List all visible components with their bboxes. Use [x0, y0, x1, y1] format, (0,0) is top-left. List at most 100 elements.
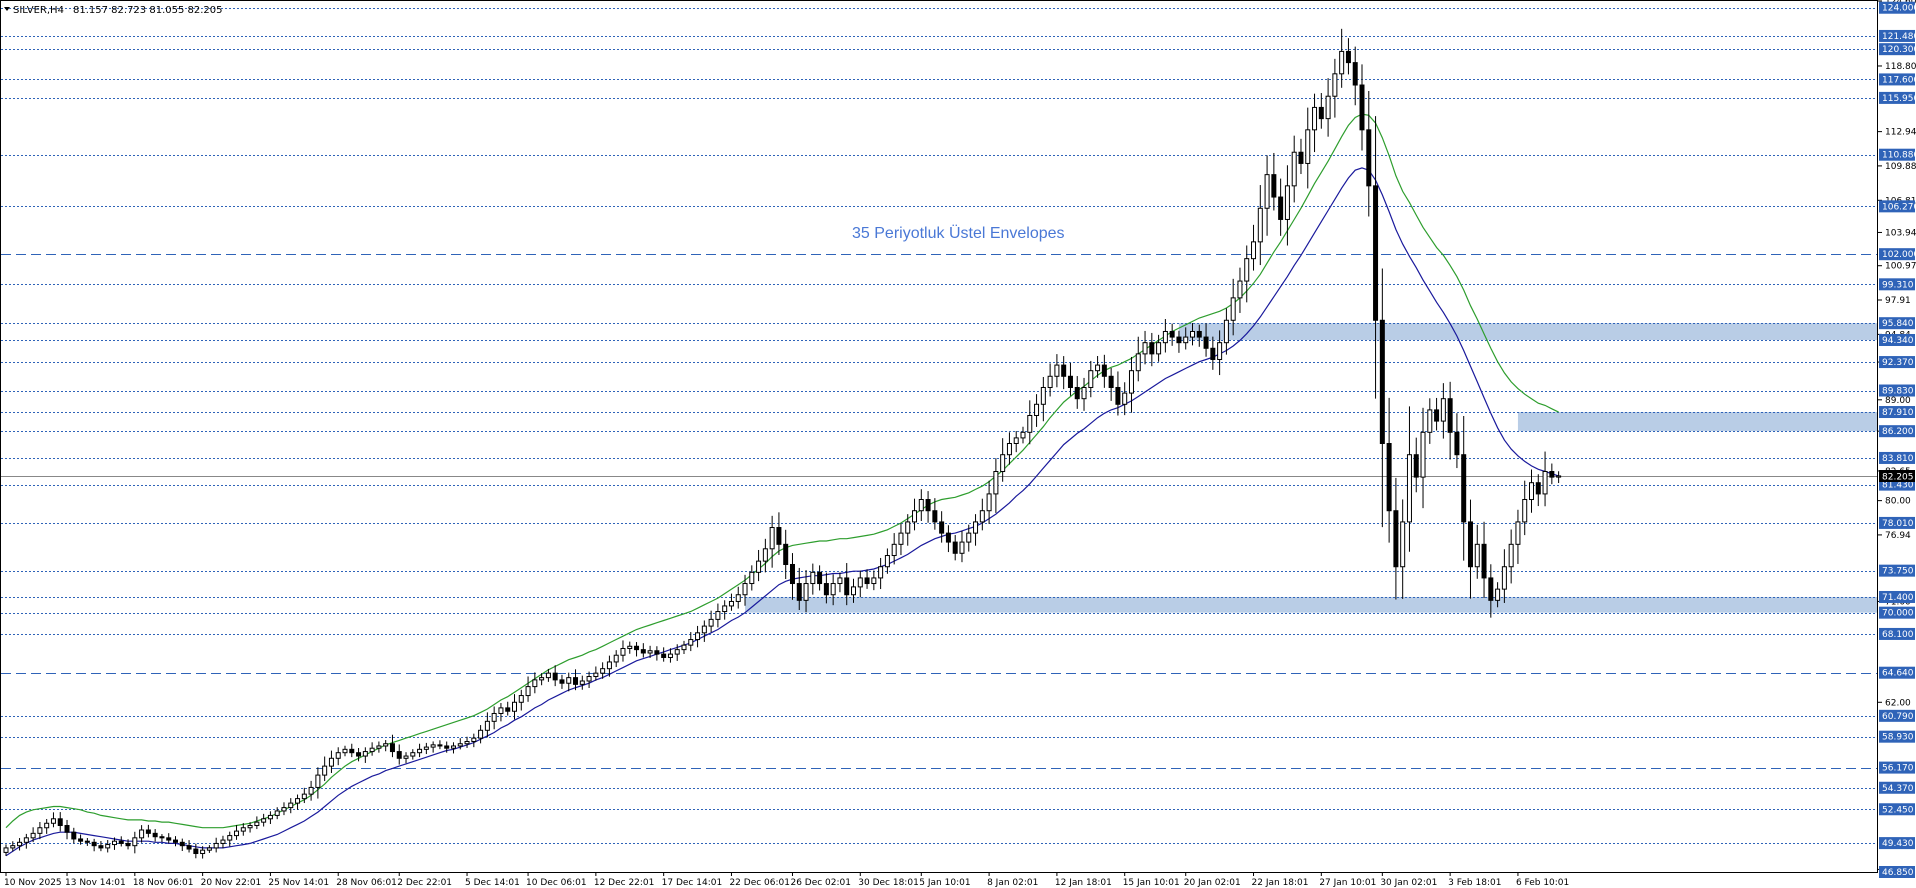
- candle: [1339, 28, 1345, 88]
- level-tag-label: 78.010: [1882, 519, 1914, 529]
- candle: [240, 823, 246, 836]
- level-tag-label: 110.880: [1882, 151, 1916, 161]
- candle: [823, 572, 829, 604]
- candle: [884, 548, 890, 574]
- candle: [1508, 529, 1514, 584]
- candle: [1203, 323, 1209, 357]
- candle: [1115, 371, 1121, 416]
- level-tag: [1879, 606, 1915, 619]
- level-tag-label: 86.200: [1882, 427, 1914, 437]
- candle: [769, 515, 775, 568]
- candle: [756, 549, 762, 582]
- candle: [973, 514, 979, 546]
- y-tick-label: 76.94: [1885, 531, 1911, 541]
- candle: [37, 821, 43, 840]
- level-tag: [1879, 803, 1915, 816]
- level-tag: [1879, 333, 1915, 346]
- candle: [566, 672, 572, 692]
- level-tag-label: 92.370: [1882, 358, 1914, 368]
- candle: [1176, 330, 1182, 353]
- candle: [84, 837, 90, 846]
- candle: [1284, 165, 1290, 246]
- candle: [356, 748, 362, 762]
- candle: [396, 744, 402, 765]
- candle: [437, 740, 443, 750]
- dropdown-icon[interactable]: [4, 7, 10, 11]
- candle: [179, 838, 185, 851]
- candle: [1054, 354, 1060, 388]
- candle: [410, 749, 416, 760]
- x-tick-label: 5 Jan 10:01: [919, 878, 970, 888]
- level-tag: [1879, 200, 1915, 213]
- candle: [1420, 407, 1426, 509]
- candle: [118, 836, 124, 847]
- level-tag-label: 124.000: [1882, 4, 1916, 14]
- candle: [640, 643, 646, 658]
- candle: [1298, 138, 1304, 175]
- candle: [1379, 268, 1385, 528]
- candle: [1190, 323, 1195, 346]
- candle: [1217, 330, 1223, 376]
- candle: [620, 640, 626, 662]
- y-tick-label: 112.94: [1885, 128, 1916, 138]
- candle: [200, 846, 206, 859]
- candle: [810, 563, 816, 595]
- x-tick-label: 10 Dec 06:01: [526, 878, 587, 888]
- candle: [1549, 463, 1555, 485]
- candle: [186, 840, 192, 853]
- y-tick-label: 97.91: [1885, 296, 1911, 306]
- candle: [44, 818, 50, 834]
- candle: [98, 841, 104, 852]
- level-tag-label: 117.600: [1882, 75, 1916, 85]
- level-tag-label: 83.810: [1882, 454, 1914, 464]
- level-tag-label: 99.310: [1882, 280, 1914, 290]
- x-tick-label: 12 Dec 22:01: [594, 878, 655, 888]
- candle: [1556, 471, 1562, 484]
- candle: [613, 650, 619, 668]
- candle: [139, 825, 145, 843]
- candle: [857, 570, 863, 598]
- candle: [708, 610, 714, 633]
- y-tick-label: 109.88: [1885, 162, 1916, 172]
- candle: [349, 743, 355, 758]
- candle: [1061, 356, 1067, 390]
- zone-0: [1178, 323, 1877, 340]
- current-price-label: 82.205: [1882, 473, 1914, 483]
- level-tag: [1879, 1, 1915, 14]
- candle: [1251, 224, 1257, 271]
- candle: [939, 511, 945, 543]
- candle: [301, 787, 307, 804]
- candle: [1000, 438, 1006, 482]
- x-tick-label: 28 Nov 06:01: [336, 878, 397, 888]
- candle: [1447, 381, 1453, 460]
- level-tag: [1879, 73, 1915, 86]
- x-tick-label: 22 Dec 06:01: [729, 878, 790, 888]
- level-tag: [1879, 627, 1915, 640]
- candle: [206, 845, 212, 853]
- candle: [912, 498, 918, 531]
- x-tick-label: 30 Dec 18:01: [858, 878, 919, 888]
- candle: [1495, 582, 1501, 608]
- candle: [647, 645, 653, 658]
- candle: [17, 838, 23, 851]
- candle: [586, 671, 592, 689]
- y-tick-label: 118.80: [1885, 62, 1916, 72]
- candle: [783, 529, 789, 580]
- y-tick-label: 100.97: [1885, 262, 1916, 272]
- candle: [1325, 78, 1331, 137]
- level-tag: [1879, 564, 1915, 577]
- candle: [796, 567, 802, 610]
- price-axis[interactable]: 124.60118.80112.94109.88106.81103.94100.…: [1878, 0, 1916, 888]
- time-axis[interactable]: 10 Nov 2025 13 Nov 14:01 18 Nov 06:01 20 No…: [4, 872, 1569, 888]
- candle: [450, 742, 456, 754]
- candle: [1366, 90, 1372, 217]
- candle: [966, 524, 972, 552]
- level-tag-label: 56.170: [1882, 764, 1914, 774]
- candle: [1081, 377, 1087, 411]
- candle: [681, 640, 687, 654]
- candle: [627, 641, 633, 654]
- candle: [288, 798, 294, 814]
- candle: [50, 812, 56, 828]
- candle: [735, 586, 741, 609]
